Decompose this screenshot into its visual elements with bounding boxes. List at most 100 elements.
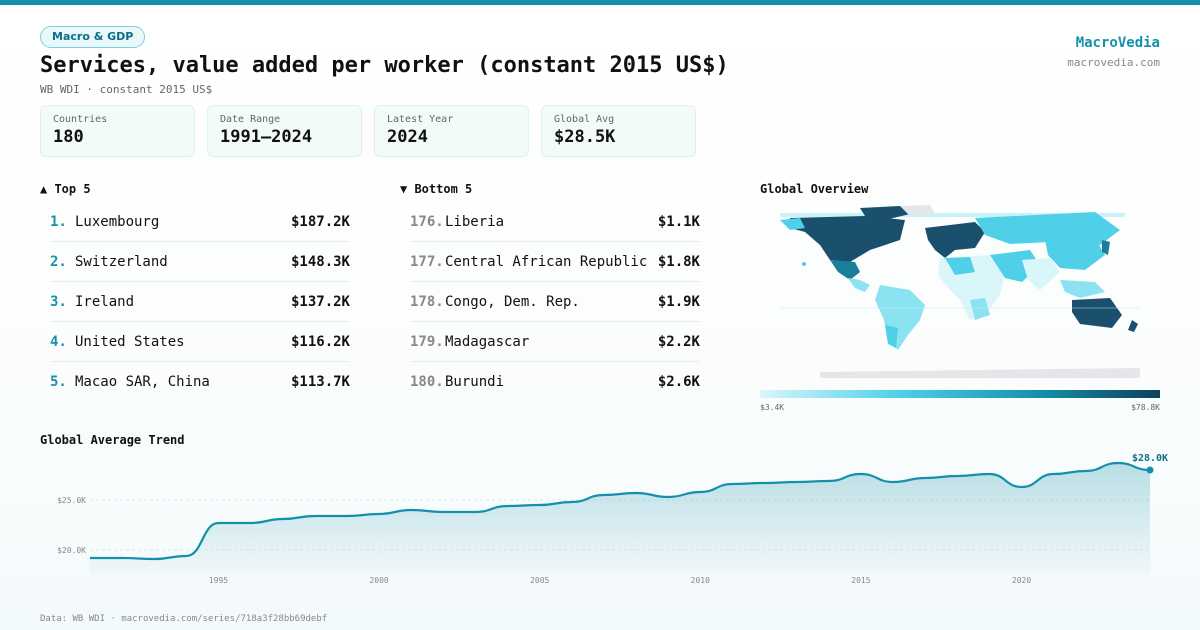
list-item[interactable]: 177. Central African Republic $1.8K bbox=[410, 242, 700, 282]
map-region-south-asia bbox=[1022, 258, 1060, 290]
country-name: Luxembourg bbox=[75, 213, 160, 230]
world-choropleth-map[interactable] bbox=[760, 200, 1160, 385]
rank-number: 4. bbox=[50, 333, 67, 350]
trend-end-point[interactable] bbox=[1146, 466, 1154, 474]
x-tick-label: 2000 bbox=[369, 576, 388, 585]
page-subtitle: WB WDI · constant 2015 US$ bbox=[40, 83, 213, 96]
stat-card-countries: Countries 180 bbox=[40, 105, 195, 157]
rank-number: 2. bbox=[50, 253, 67, 270]
rank-number: 1. bbox=[50, 213, 67, 230]
country-name: Congo, Dem. Rep. bbox=[445, 293, 580, 310]
country-value: $148.3K bbox=[290, 253, 350, 270]
list-item[interactable]: 180. Burundi $2.6K bbox=[410, 362, 700, 402]
country-value: $2.6K bbox=[657, 374, 700, 390]
top5-heading: ▲ Top 5 bbox=[40, 182, 91, 196]
legend-min-label: $3.4K bbox=[760, 403, 785, 412]
rank-number: 179. bbox=[410, 333, 444, 350]
country-name: Burundi bbox=[445, 374, 505, 390]
list-item[interactable]: 1. Luxembourg $187.2K bbox=[50, 202, 350, 242]
country-value: $2.2K bbox=[657, 333, 700, 350]
map-region-hawaii bbox=[802, 262, 806, 266]
country-name: Switzerland bbox=[75, 253, 168, 270]
stat-value: 180 bbox=[53, 127, 84, 147]
list-item[interactable]: 4. United States $116.2K bbox=[50, 322, 350, 362]
list-item[interactable]: 179. Madagascar $2.2K bbox=[410, 322, 700, 362]
map-region-north-america bbox=[790, 216, 905, 262]
list-item[interactable]: 3. Ireland $137.2K bbox=[50, 282, 350, 322]
map-region-australia bbox=[1072, 298, 1122, 328]
x-tick-label: 2015 bbox=[851, 576, 870, 585]
map-region-southern-africa bbox=[970, 298, 990, 320]
rank-number: 178. bbox=[410, 293, 444, 310]
country-value: $187.2K bbox=[290, 213, 350, 230]
rank-number: 176. bbox=[410, 213, 444, 230]
map-region-east-asia bbox=[1045, 238, 1105, 270]
country-name: Madagascar bbox=[445, 333, 530, 350]
bottom5-heading: ▼ Bottom 5 bbox=[400, 182, 473, 196]
rank-number: 5. bbox=[50, 374, 67, 390]
top5-list: 1. Luxembourg $187.2K 2. Switzerland $148.3K… bbox=[50, 202, 350, 402]
map-heading: Global Overview bbox=[760, 182, 869, 196]
y-tick-label: $20.0K bbox=[57, 546, 86, 555]
map-region-new-zealand bbox=[1128, 320, 1138, 332]
map-region-central-america bbox=[848, 278, 870, 292]
x-tick-label: 2020 bbox=[1012, 576, 1031, 585]
rank-number: 180. bbox=[410, 374, 444, 390]
stat-value: 2024 bbox=[387, 127, 428, 147]
stat-card-global-avg: Global Avg $28.5K bbox=[541, 105, 696, 157]
map-color-legend bbox=[760, 390, 1160, 398]
map-region-north-africa bbox=[945, 257, 975, 275]
x-tick-label: 2010 bbox=[691, 576, 710, 585]
map-region-mexico bbox=[830, 260, 860, 280]
map-region-japan bbox=[1102, 240, 1110, 255]
country-name: Ireland bbox=[75, 293, 135, 310]
brand-logo[interactable]: MacroVedia bbox=[1075, 35, 1160, 51]
list-item[interactable]: 178. Congo, Dem. Rep. $1.9K bbox=[410, 282, 700, 322]
list-item[interactable]: 5. Macao SAR, China $113.7K bbox=[50, 362, 350, 402]
stat-label: Date Range bbox=[220, 114, 281, 125]
trend-heading: Global Average Trend bbox=[40, 433, 185, 447]
stat-label: Global Avg bbox=[554, 114, 615, 125]
map-region-southeast-asia bbox=[1060, 280, 1105, 298]
rank-number: 177. bbox=[410, 253, 444, 270]
map-band bbox=[780, 213, 1125, 217]
stat-card-latest-year: Latest Year 2024 bbox=[374, 105, 529, 157]
brand-url[interactable]: macrovedia.com bbox=[1067, 56, 1160, 69]
map-region-southern-cone bbox=[885, 325, 898, 348]
country-value: $1.8K bbox=[657, 253, 700, 270]
category-badge[interactable]: Macro & GDP bbox=[40, 26, 146, 48]
stat-value: $28.5K bbox=[554, 127, 616, 147]
legend-max-label: $78.8K bbox=[1131, 403, 1160, 412]
map-region-antarctica bbox=[820, 368, 1140, 378]
country-name: Central African Republic bbox=[445, 253, 648, 270]
map-region-alaska bbox=[780, 218, 805, 230]
country-value: $113.7K bbox=[290, 374, 350, 390]
country-name: United States bbox=[75, 333, 185, 350]
trend-series-line bbox=[90, 461, 1151, 561]
stat-label: Latest Year bbox=[387, 114, 454, 125]
x-tick-label: 2005 bbox=[530, 576, 549, 585]
map-region-europe bbox=[925, 222, 985, 258]
map-region-greenland bbox=[900, 205, 935, 216]
country-name: Macao SAR, China bbox=[75, 374, 210, 390]
y-tick-label: $25.0K bbox=[57, 496, 86, 505]
country-value: $1.1K bbox=[657, 213, 700, 230]
map-region-russia bbox=[975, 212, 1120, 245]
trend-end-value-label: $28.0K bbox=[1132, 453, 1168, 464]
country-value: $137.2K bbox=[290, 293, 350, 310]
map-region-arctic-north-america bbox=[860, 206, 910, 220]
page-title: Services, value added per worker (consta… bbox=[40, 53, 729, 78]
list-item[interactable]: 176. Liberia $1.1K bbox=[410, 202, 700, 242]
bottom5-list: 176. Liberia $1.1K 177. Central African Rep… bbox=[410, 202, 700, 402]
stat-label: Countries bbox=[53, 114, 108, 125]
rank-number: 3. bbox=[50, 293, 67, 310]
trend-area-fill bbox=[90, 463, 1150, 575]
country-name: Liberia bbox=[445, 213, 505, 230]
stat-card-date-range: Date Range 1991–2024 bbox=[207, 105, 362, 157]
stat-value: 1991–2024 bbox=[220, 127, 313, 147]
x-tick-label: 1995 bbox=[209, 576, 228, 585]
global-average-trend-chart[interactable]: $20.0K $25.0K 1995 2000 2005 2010 2015 2020 $28… bbox=[40, 445, 1170, 585]
country-value: $116.2K bbox=[290, 333, 350, 350]
list-item[interactable]: 2. Switzerland $148.3K bbox=[50, 242, 350, 282]
country-value: $1.9K bbox=[657, 293, 700, 310]
